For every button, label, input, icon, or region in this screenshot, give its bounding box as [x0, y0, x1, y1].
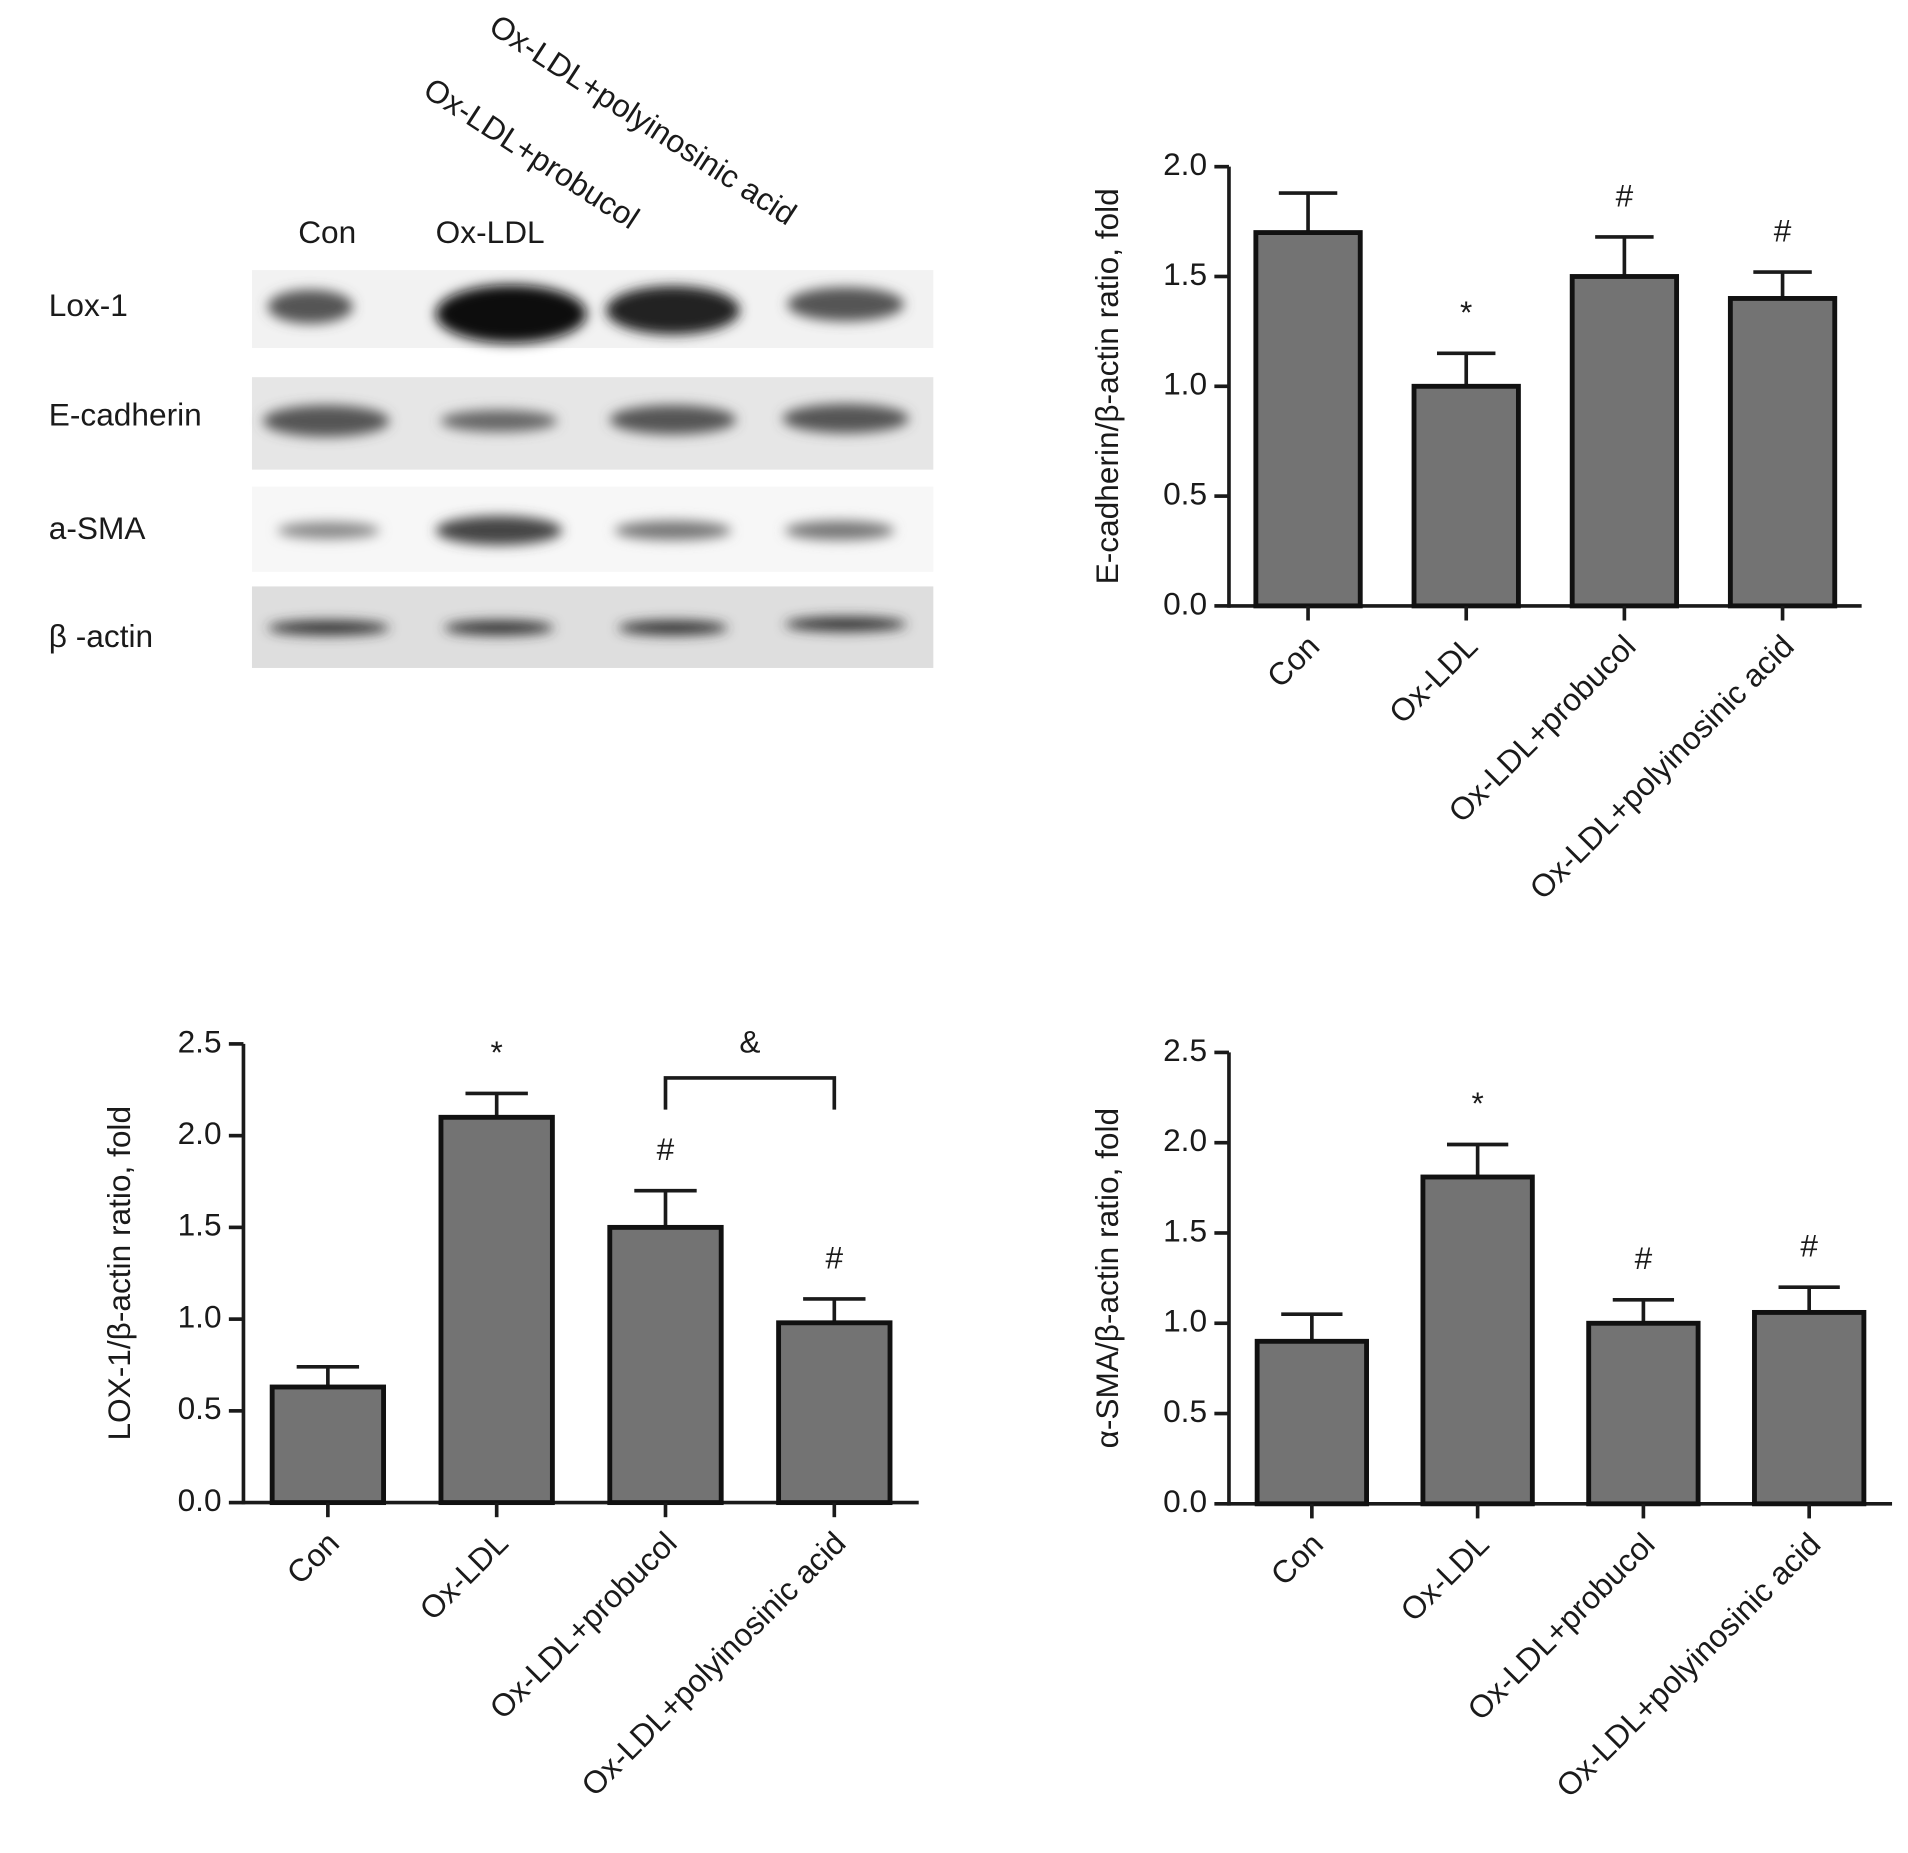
y-tick-label: 2.0: [1163, 1122, 1207, 1158]
lane-label: Con: [298, 214, 356, 250]
y-axis-label: α-SMA/β-actin ratio, fold: [1089, 1108, 1125, 1449]
band: [444, 620, 554, 636]
x-tick-label: Ox-LDL+polyinosinic acid: [1549, 1526, 1827, 1804]
annotation: *: [1471, 1085, 1483, 1121]
band: [606, 285, 740, 335]
y-tick-label: 1.0: [178, 1298, 222, 1334]
annotation: #: [1800, 1228, 1818, 1264]
bracket-label: &: [739, 1023, 760, 1059]
y-axis-label: E-cadherin/β-actin ratio, fold: [1089, 188, 1125, 584]
band: [267, 620, 390, 636]
y-tick-label: 1.5: [1163, 256, 1207, 292]
bar-chart: E-cadherin/β-actin ratio, fold 0.0 0.5 1.0 1…: [1089, 146, 1862, 906]
band: [787, 287, 905, 322]
annotation: #: [1616, 177, 1634, 213]
band: [782, 403, 909, 434]
y-tick-label: 2.0: [1163, 146, 1207, 182]
western-blot: Lox-1 E-cadherin a-SMA β -actin Con Ox-L…: [49, 7, 934, 668]
bar: [776, 1320, 893, 1506]
bar: [1752, 1309, 1867, 1507]
bar: [1420, 1174, 1535, 1507]
bar: [1253, 230, 1363, 609]
band: [267, 289, 353, 324]
x-tick-label: Ox-LDL: [1393, 1526, 1496, 1629]
y-tick-label: 0.0: [178, 1482, 222, 1518]
y-tick-label: 0.5: [1163, 1393, 1207, 1429]
bar: [1586, 1320, 1701, 1507]
bar-chart: LOX-1/β-actin ratio, fold 0.0 0.5 1.0 1.5 2.0…: [101, 1023, 919, 1803]
y-tick-label: 0.5: [1163, 475, 1207, 511]
band: [784, 616, 907, 632]
y-tick-label: 1.0: [1163, 1303, 1207, 1339]
row-label: E-cadherin: [49, 397, 202, 433]
band: [435, 515, 563, 546]
y-axis-label: LOX-1/β-actin ratio, fold: [101, 1106, 137, 1441]
x-tick-label: Ox-LDL+probucol: [482, 1525, 683, 1726]
y-tick-label: 1.5: [1163, 1212, 1207, 1248]
x-tick-label: Con: [1260, 628, 1326, 694]
annotation: #: [826, 1239, 844, 1275]
band: [784, 520, 895, 541]
bar-chart: α-SMA/β-actin ratio, fold 0.0 0.5 1.0 1.5 2.0…: [1089, 1032, 1893, 1804]
annotation: #: [1635, 1240, 1653, 1276]
y-tick-label: 2.0: [178, 1115, 222, 1151]
lane-label: Ox-LDL: [436, 214, 545, 250]
bar: [607, 1224, 724, 1506]
annotation: *: [1460, 294, 1472, 330]
row-label: Lox-1: [49, 287, 128, 323]
band: [609, 405, 737, 435]
bar: [1569, 274, 1680, 609]
bracket: [663, 1076, 837, 1110]
x-tick-label: Con: [1264, 1526, 1330, 1592]
bar: [1254, 1338, 1369, 1507]
lane-label: Ox-LDL+polyinosinic acid: [483, 7, 803, 232]
y-tick-label: 0.0: [1163, 585, 1207, 621]
band: [435, 284, 587, 344]
row-label: β -actin: [49, 618, 153, 654]
y-tick-label: 0.0: [1163, 1483, 1207, 1519]
y-tick-label: 0.5: [178, 1390, 222, 1426]
bar: [438, 1114, 555, 1506]
bar: [1727, 296, 1838, 609]
band: [440, 410, 558, 432]
band: [262, 405, 390, 437]
x-tick-label: Ox-LDL: [1382, 628, 1485, 731]
annotation: #: [1774, 213, 1792, 249]
x-tick-label: Ox-LDL: [412, 1525, 515, 1628]
x-tick-label: Con: [280, 1525, 346, 1591]
band: [614, 520, 732, 541]
y-tick-label: 1.0: [1163, 366, 1207, 402]
annotation: *: [491, 1034, 503, 1070]
bar: [1411, 383, 1521, 609]
y-tick-label: 1.5: [178, 1207, 222, 1243]
bar: [269, 1384, 387, 1506]
band: [277, 521, 380, 539]
y-tick-label: 2.5: [178, 1023, 222, 1059]
x-tick-label: Ox-LDL+polyinosinic acid: [1522, 628, 1800, 906]
y-tick-label: 2.5: [1163, 1032, 1207, 1068]
row-label: a-SMA: [49, 510, 147, 546]
annotation: #: [657, 1131, 675, 1167]
band: [618, 620, 728, 636]
